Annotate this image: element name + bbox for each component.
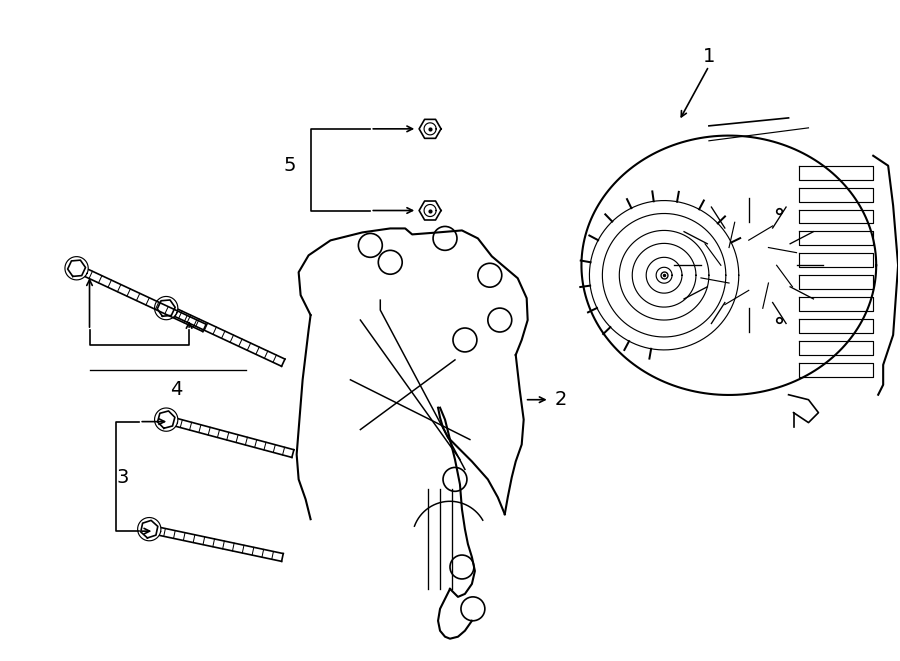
Text: 2: 2 (554, 390, 567, 409)
Text: 5: 5 (284, 156, 296, 175)
Text: 4: 4 (170, 380, 183, 399)
Text: 1: 1 (703, 47, 716, 65)
Text: 3: 3 (117, 468, 130, 487)
